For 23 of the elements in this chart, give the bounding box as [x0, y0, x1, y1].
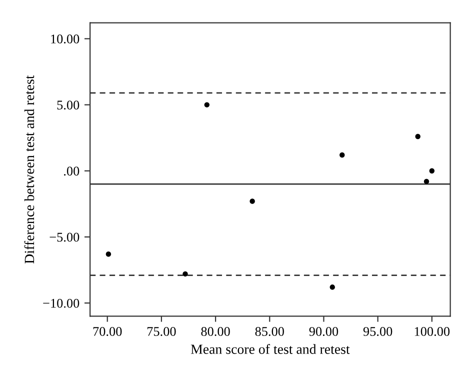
y-axis-title: Difference between test and retest	[24, 75, 34, 264]
x-tick-label: 90.00	[309, 327, 338, 336]
point	[330, 284, 335, 290]
y-tick-label: .00	[64, 166, 80, 176]
x-tick-label: 85.00	[255, 327, 284, 336]
y-tick-label: −10.00	[43, 298, 80, 308]
y-tick-label: −5.00	[50, 232, 80, 242]
x-tick-label: 70.00	[93, 327, 122, 336]
point	[204, 102, 210, 108]
point	[340, 152, 345, 158]
point	[250, 198, 255, 204]
point	[424, 178, 430, 184]
y-tick-label: 10.00	[51, 34, 80, 44]
x-tick-label: 80.00	[201, 327, 230, 336]
point	[182, 271, 188, 277]
x-tick-label: 95.00	[363, 327, 392, 336]
point	[415, 134, 420, 140]
x-axis-title: Mean score of test and retest	[190, 344, 350, 354]
point	[106, 252, 112, 257]
y-tick-label: 5.00	[57, 100, 80, 110]
x-tick-label: 75.00	[147, 327, 176, 336]
point	[429, 168, 435, 174]
x-tick-label: 100.00	[414, 327, 450, 336]
